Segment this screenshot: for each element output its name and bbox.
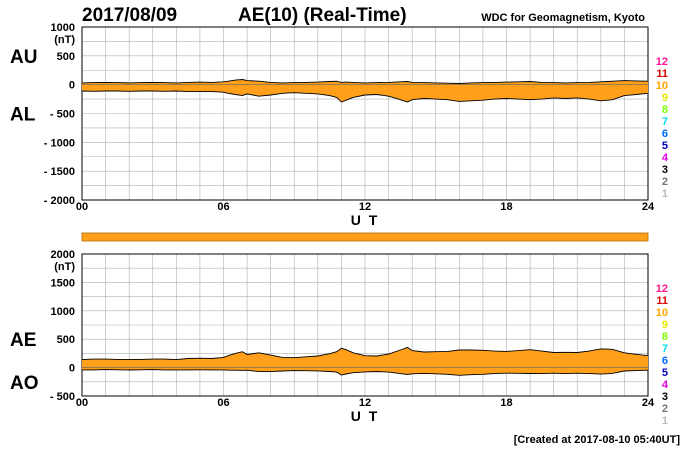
y-tick-label: 500: [57, 51, 75, 63]
x-tick-label: 06: [217, 201, 229, 213]
chart-date: 2017/08/09: [82, 5, 177, 26]
y-tick-label: 500: [57, 334, 75, 346]
series-band-au-al: [82, 79, 648, 102]
chart-panel-au-al: 1000 500 0 - 500 - 1000 - 1500 - 2000 (nT) 00 06 1…: [10, 22, 669, 228]
station-count-label: 8: [662, 104, 668, 116]
station-coverage-bar: [81, 232, 649, 242]
station-count-label: 9: [662, 319, 668, 331]
station-count-label: 6: [662, 355, 668, 367]
x-tick-label: 24: [642, 397, 655, 409]
station-count-label: 7: [662, 343, 668, 355]
y-tick-label: 2000: [51, 249, 75, 261]
y-tick-label: 1000: [51, 22, 75, 34]
series-line-ao: [82, 369, 649, 376]
station-count-label: 2: [662, 403, 668, 415]
station-count-label: 3: [662, 391, 668, 403]
x-tick-label: 18: [500, 397, 512, 409]
station-count-label: 8: [662, 331, 668, 343]
y-tick-label: 0: [69, 80, 75, 92]
station-count-label: 10: [656, 80, 668, 92]
y-tick-label: - 500: [50, 109, 75, 121]
station-count-label: 7: [662, 116, 668, 128]
series-band-ae-ao: [82, 347, 648, 376]
side-label-au: AU: [10, 47, 37, 68]
station-count-label: 11: [656, 68, 668, 80]
station-count-label: 10: [656, 307, 668, 319]
x-tick-label: 00: [76, 201, 88, 213]
plot-frame: [81, 253, 649, 397]
station-count-label: 12: [656, 56, 668, 68]
side-label-ao: AO: [10, 373, 39, 394]
series-line-ae: [81, 346, 649, 361]
y-tick-label: - 1000: [44, 137, 75, 149]
plot-frame: [81, 26, 649, 201]
x-tick-label: 24: [642, 201, 655, 213]
x-tick-label: 12: [359, 201, 371, 213]
created-timestamp: [Created at 2017-08-10 05:40UT]: [514, 434, 681, 446]
y-tick-label: - 500: [50, 391, 75, 403]
station-count-label: 1: [662, 188, 668, 200]
station-count-label: 12: [656, 283, 668, 295]
series-line-au: [81, 79, 649, 84]
station-count-label: 4: [662, 379, 669, 391]
side-label-ae: AE: [10, 330, 36, 351]
x-tick-label: 00: [76, 397, 88, 409]
x-tick-label: 06: [217, 397, 229, 409]
y-tick-label: 0: [69, 363, 75, 375]
station-count-label: 1: [662, 415, 668, 427]
x-tick-label: 18: [500, 201, 512, 213]
x-axis-label: U T: [351, 408, 380, 424]
station-count-label: 3: [662, 164, 668, 176]
station-count-label: 5: [662, 140, 668, 152]
x-tick-label: 12: [359, 397, 371, 409]
series-line-al: [81, 90, 649, 103]
y-tick-label: - 1500: [44, 166, 75, 178]
chart-title: AE(10) (Real-Time): [238, 5, 407, 26]
y-tick-label: 1000: [51, 306, 75, 318]
station-count-label: 6: [662, 128, 668, 140]
station-count-label: 4: [662, 152, 669, 164]
y-unit-label: (nT): [54, 34, 75, 46]
y-unit-label: (nT): [54, 261, 75, 273]
station-count-label: 5: [662, 367, 668, 379]
side-label-al: AL: [10, 105, 36, 126]
station-count-label: 11: [656, 295, 668, 307]
station-count-label: 2: [662, 176, 668, 188]
station-count-label: 9: [662, 92, 668, 104]
x-axis-label: U T: [351, 212, 380, 228]
y-tick-label: - 2000: [44, 195, 75, 207]
y-tick-label: 1500: [51, 277, 75, 289]
source-label: WDC for Geomagnetism, Kyoto: [481, 12, 645, 24]
